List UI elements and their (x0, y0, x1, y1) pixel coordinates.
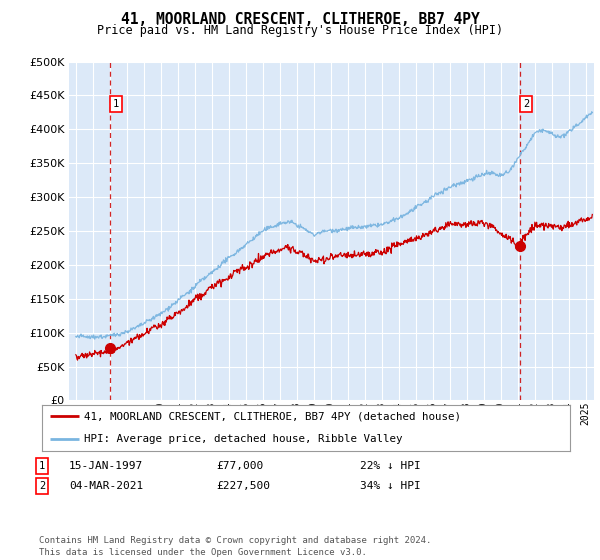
Text: 15-JAN-1997: 15-JAN-1997 (69, 461, 143, 471)
Text: 04-MAR-2021: 04-MAR-2021 (69, 481, 143, 491)
Text: 2: 2 (39, 481, 45, 491)
Text: £227,500: £227,500 (216, 481, 270, 491)
Text: 34% ↓ HPI: 34% ↓ HPI (360, 481, 421, 491)
Text: 41, MOORLAND CRESCENT, CLITHEROE, BB7 4PY: 41, MOORLAND CRESCENT, CLITHEROE, BB7 4P… (121, 12, 479, 27)
Text: 22% ↓ HPI: 22% ↓ HPI (360, 461, 421, 471)
Text: 1: 1 (39, 461, 45, 471)
Text: £77,000: £77,000 (216, 461, 263, 471)
Text: 2: 2 (523, 99, 529, 109)
Text: HPI: Average price, detached house, Ribble Valley: HPI: Average price, detached house, Ribb… (84, 435, 403, 444)
Text: 1: 1 (113, 99, 119, 109)
Text: Price paid vs. HM Land Registry's House Price Index (HPI): Price paid vs. HM Land Registry's House … (97, 24, 503, 36)
Text: Contains HM Land Registry data © Crown copyright and database right 2024.
This d: Contains HM Land Registry data © Crown c… (39, 536, 431, 557)
Text: 41, MOORLAND CRESCENT, CLITHEROE, BB7 4PY (detached house): 41, MOORLAND CRESCENT, CLITHEROE, BB7 4P… (84, 412, 461, 421)
